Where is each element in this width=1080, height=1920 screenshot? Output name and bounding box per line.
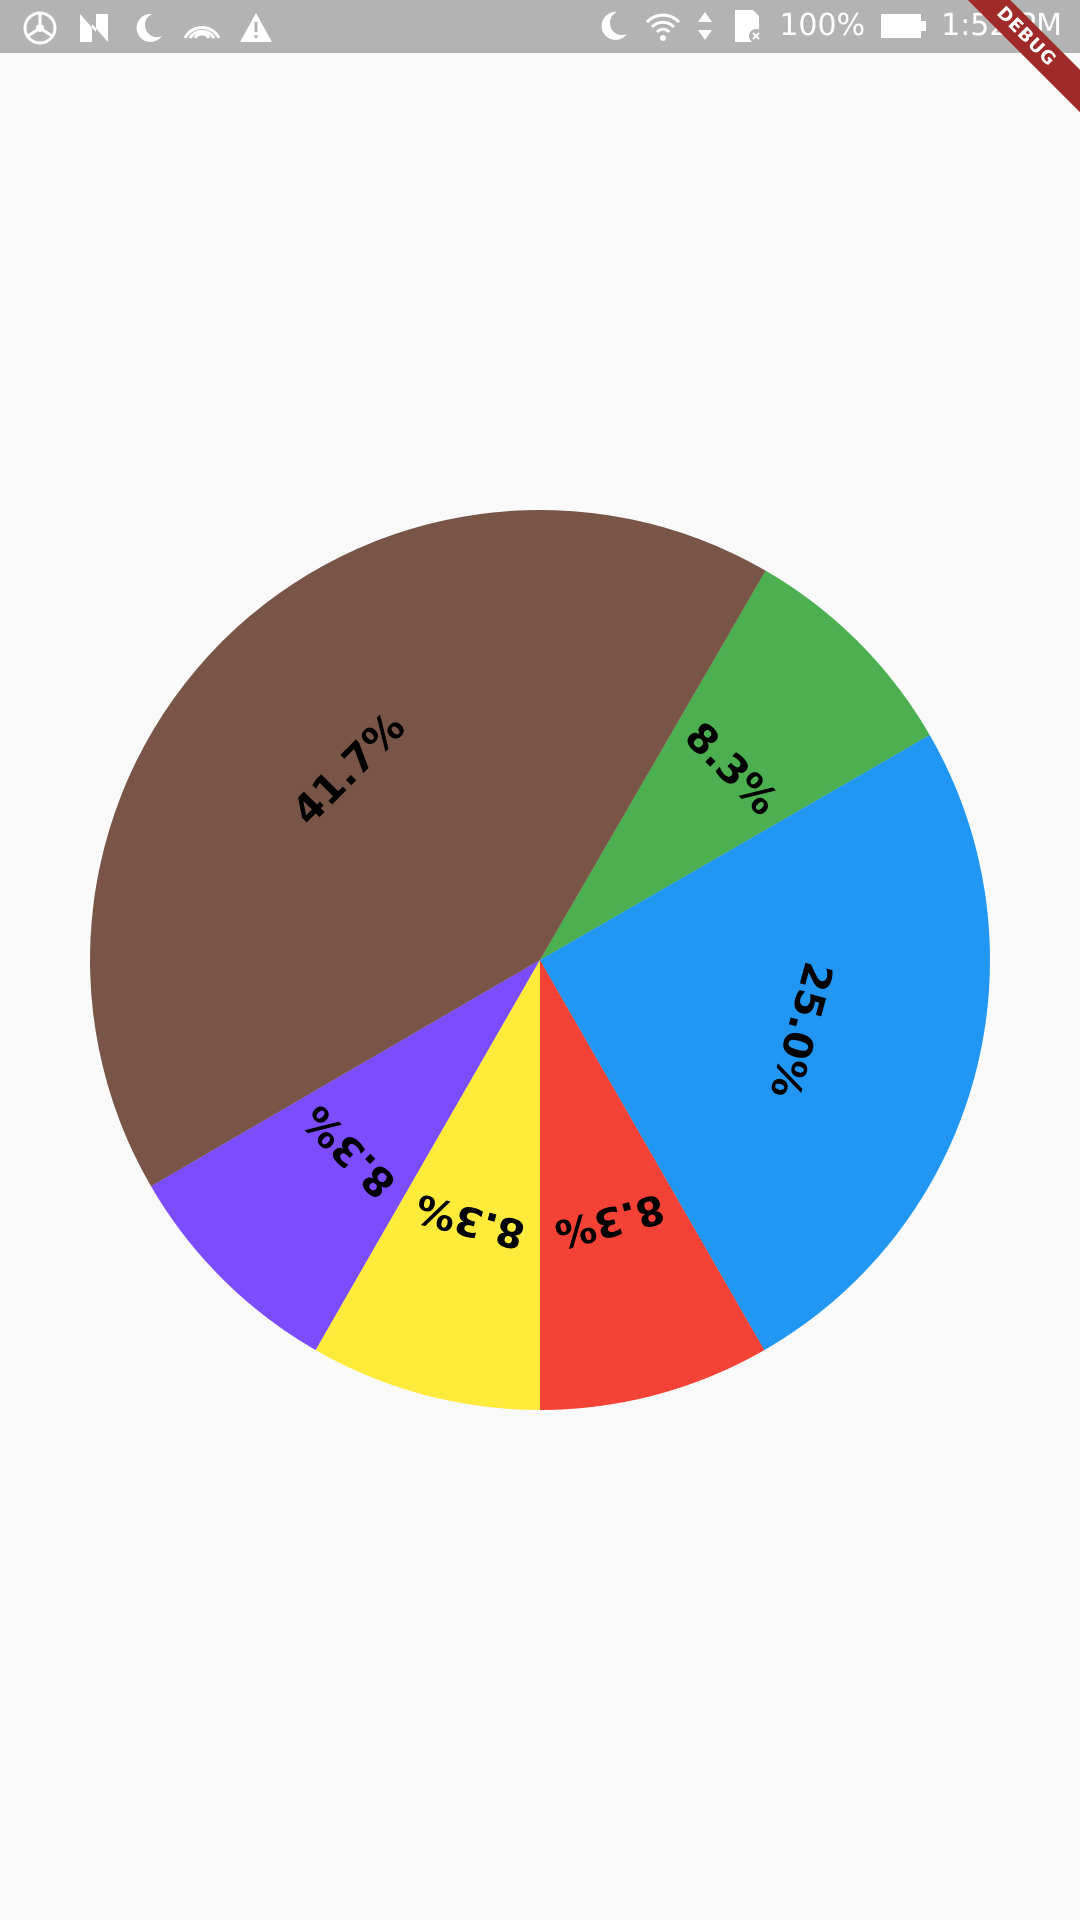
- status-left-icons: [22, 10, 274, 46]
- pie-slice: [150, 960, 541, 1351]
- steering-wheel-icon: [23, 11, 57, 45]
- pie-slice: [315, 960, 540, 1410]
- status-bar: 100% 1:52 PM: [0, 0, 1080, 53]
- pie-slice: [540, 960, 765, 1410]
- moon-icon: [601, 11, 628, 40]
- pie-slice: [540, 735, 990, 1351]
- pie-slice: [89, 509, 766, 1187]
- battery-icon: [881, 14, 927, 38]
- wifi-icon: [646, 13, 681, 41]
- warning-icon: [240, 13, 272, 42]
- sd-card-icon: [735, 10, 764, 43]
- data-arrows-icon: [698, 12, 713, 40]
- n-icon: [80, 14, 108, 42]
- pie-slice: [540, 570, 930, 960]
- hotspot-icon: [184, 25, 220, 39]
- battery-percent: 100%: [779, 8, 866, 43]
- moon-icon: [136, 13, 162, 42]
